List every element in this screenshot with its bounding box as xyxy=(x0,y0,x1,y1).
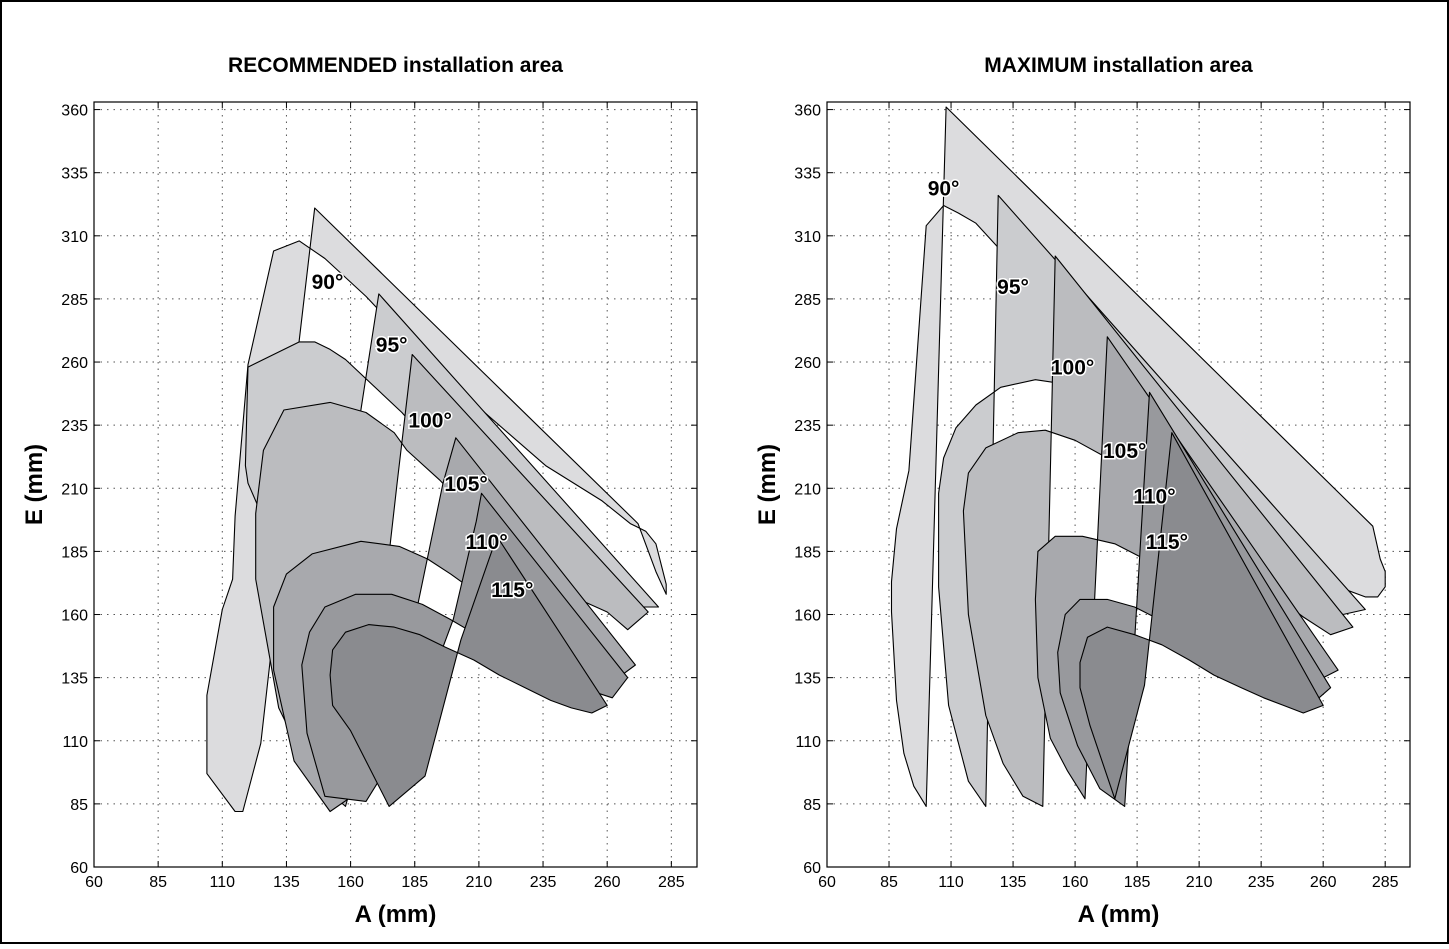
y-tick-label: 235 xyxy=(61,418,88,435)
y-tick-label: 210 xyxy=(61,481,88,498)
region-label-110: 110° xyxy=(1133,485,1175,508)
x-tick-label: 285 xyxy=(1372,874,1399,891)
x-tick-label: 210 xyxy=(466,874,493,891)
x-tick-label: 160 xyxy=(337,874,364,891)
y-tick-label: 85 xyxy=(70,797,88,814)
x-tick-label: 260 xyxy=(594,874,621,891)
region-label-105: 105° xyxy=(444,473,487,496)
x-tick-label: 60 xyxy=(818,874,836,891)
x-tick-label: 60 xyxy=(85,874,103,891)
x-tick-label: 185 xyxy=(1124,874,1151,891)
region-label-100: 100° xyxy=(1051,357,1094,380)
region-label-105: 105° xyxy=(1103,440,1146,463)
region-90-deg xyxy=(206,207,667,813)
region-label-95: 95° xyxy=(376,334,408,357)
y-tick-label: 110 xyxy=(795,734,821,751)
y-tick-label: 310 xyxy=(794,229,821,246)
region-label-115: 115° xyxy=(1146,531,1188,554)
y-tick-label: 335 xyxy=(794,166,821,183)
y-tick-label: 285 xyxy=(61,292,88,309)
x-tick-label: 85 xyxy=(880,874,898,891)
x-axis-label: A (mm) xyxy=(1078,901,1160,928)
region-label-90: 90° xyxy=(312,271,344,294)
y-tick-label: 185 xyxy=(794,544,821,561)
y-tick-label: 360 xyxy=(794,103,821,120)
x-tick-label: 160 xyxy=(1062,874,1089,891)
x-tick-label: 110 xyxy=(210,874,236,891)
panel-recommended: 90° 95° 100° 105° 110° 115° 60 85 110 135 160 185 21… xyxy=(21,54,698,928)
y-tick-label: 135 xyxy=(61,671,88,688)
x-tick-label: 135 xyxy=(273,874,300,891)
y-tick-label: 60 xyxy=(803,860,821,877)
x-tick-label: 110 xyxy=(938,874,964,891)
y-tick-label: 110 xyxy=(62,734,88,751)
x-tick-label: 210 xyxy=(1186,874,1213,891)
y-tick-label: 310 xyxy=(61,229,88,246)
chart-title: RECOMMENDED installation area xyxy=(228,54,563,77)
x-axis-label: A (mm) xyxy=(355,901,437,928)
y-tick-label: 210 xyxy=(794,481,821,498)
y-tick-label: 160 xyxy=(61,608,88,625)
y-tick-label: 60 xyxy=(70,860,88,877)
region-115-deg xyxy=(1079,432,1324,800)
y-axis-label: E (mm) xyxy=(21,444,48,525)
y-axis-label: E (mm) xyxy=(754,444,781,525)
y-tick-label: 135 xyxy=(794,671,821,688)
x-tick-label: 185 xyxy=(401,874,428,891)
x-tick-label: 85 xyxy=(149,874,167,891)
region-label-95: 95° xyxy=(997,276,1029,299)
x-tick-label: 235 xyxy=(530,874,557,891)
region-label-100: 100° xyxy=(408,410,451,433)
panel-maximum: 90° 95° 100° 105° 110° 115° 60 85 110 135 160 185 21… xyxy=(754,54,1411,928)
x-tick-label: 135 xyxy=(1000,874,1027,891)
y-tick-label: 260 xyxy=(794,355,821,372)
region-label-90: 90° xyxy=(928,177,960,200)
plot-frame xyxy=(826,101,1411,868)
y-tick-label: 85 xyxy=(803,797,821,814)
chart-title: MAXIMUM installation area xyxy=(984,54,1253,77)
y-tick-label: 335 xyxy=(61,166,88,183)
x-tick-label: 235 xyxy=(1248,874,1275,891)
y-tick-label: 285 xyxy=(794,292,821,309)
x-tick-label: 260 xyxy=(1310,874,1337,891)
region-115-deg xyxy=(329,535,608,807)
region-label-115: 115° xyxy=(491,579,533,602)
y-tick-label: 260 xyxy=(61,355,88,372)
plot-frame xyxy=(93,101,698,868)
y-tick-label: 185 xyxy=(61,544,88,561)
y-tick-label: 160 xyxy=(794,608,821,625)
y-tick-label: 360 xyxy=(61,103,88,120)
region-label-110: 110° xyxy=(465,531,507,554)
x-tick-label: 285 xyxy=(658,874,685,891)
y-tick-label: 235 xyxy=(794,418,821,435)
